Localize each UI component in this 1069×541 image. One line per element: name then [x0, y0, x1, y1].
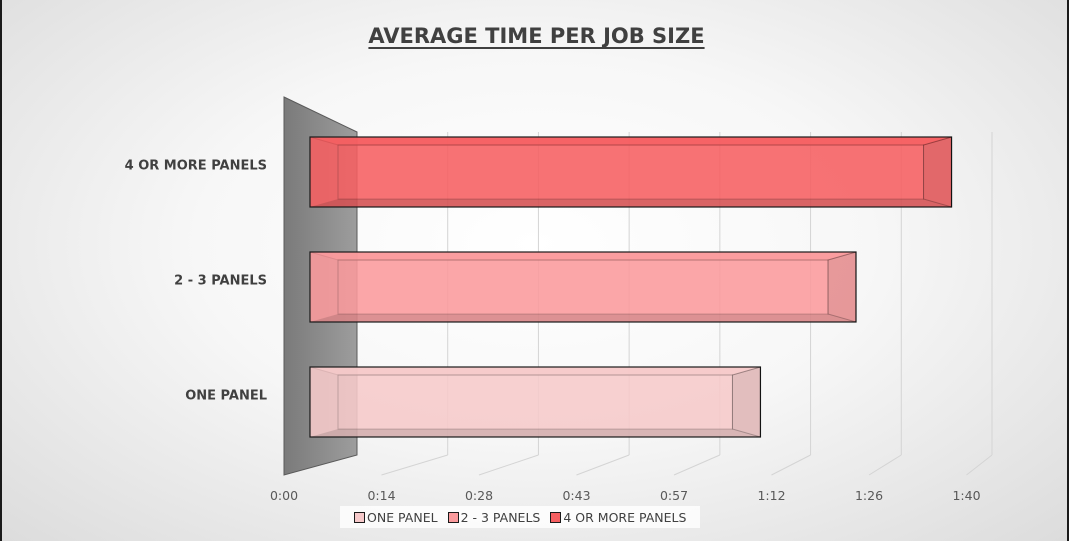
bars [309, 136, 953, 438]
category-label: 4 OR MORE PANELS [124, 158, 267, 174]
tick-label: 0:43 [562, 488, 591, 503]
chart-title: AVERAGE TIME PER JOB SIZE [368, 24, 705, 48]
tick-label: 1:26 [854, 488, 884, 503]
legend-swatch [447, 511, 459, 523]
tick-label: 0:57 [659, 488, 689, 503]
category-label: ONE PANEL [185, 388, 267, 404]
bar-4-or-more-panels [309, 136, 953, 208]
legend-swatch [354, 511, 365, 523]
tick-label: 1:40 [952, 488, 981, 503]
legend-item: ONE PANEL [354, 510, 438, 525]
bar-one-panel [309, 366, 762, 438]
legend-label: 4 OR MORE PANELS [563, 509, 687, 525]
legend-swatch [550, 511, 562, 523]
legend: ONE PANEL 2 - 3 PANELS 4 OR MORE PANELS [340, 506, 701, 528]
tick-label: 0:14 [367, 488, 396, 503]
tick-label: 0:00 [269, 488, 299, 503]
legend-label: 2 - 3 PANELS [460, 509, 541, 525]
legend-item: 4 OR MORE PANELS [550, 510, 686, 525]
tick-label: 0:28 [464, 488, 494, 503]
bar-2-3-panels [309, 251, 857, 323]
tick-label: 1:12 [757, 488, 786, 503]
legend-item: 2 - 3 PANELS [447, 509, 541, 525]
category-label: 2 - 3 PANELS [174, 273, 267, 289]
legend-label: ONE PANEL [367, 509, 438, 525]
